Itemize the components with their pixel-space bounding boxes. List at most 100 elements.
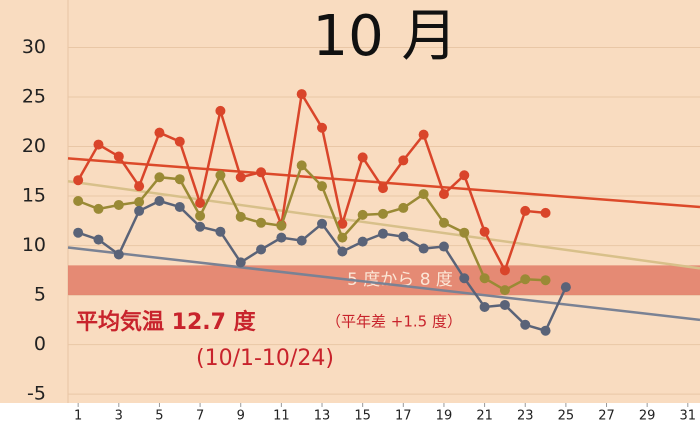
x-tick-label: 19 (436, 409, 453, 424)
point (174, 136, 185, 147)
normal-line (67, 179, 700, 270)
point (73, 196, 84, 207)
point (235, 172, 246, 183)
point (134, 196, 145, 207)
point (438, 189, 449, 200)
y-tick-label: 15 (22, 185, 46, 207)
point (398, 231, 409, 242)
y-tick-label: 0 (34, 333, 46, 355)
point (357, 152, 368, 163)
point (317, 122, 328, 133)
annotation: （平年差 +1.5 度） (326, 313, 462, 331)
point (418, 189, 429, 200)
x-tick-label: 25 (558, 409, 575, 424)
point (479, 273, 490, 284)
point (73, 175, 84, 186)
point (174, 174, 185, 185)
point (113, 249, 124, 260)
point (438, 217, 449, 228)
x-tick-label: 15 (354, 409, 371, 424)
point (337, 246, 348, 257)
y-tick-label: -5 (27, 383, 46, 405)
point (154, 196, 165, 207)
point (215, 226, 226, 237)
point (337, 232, 348, 243)
normal-line (67, 157, 700, 209)
y-tick-label: 20 (22, 135, 46, 157)
series-line (77, 90, 546, 274)
point (459, 273, 470, 284)
point (377, 208, 388, 219)
point (499, 265, 510, 276)
chart-title: 10 月 (312, 4, 457, 69)
point (337, 218, 348, 229)
point (276, 220, 287, 231)
point (540, 207, 551, 218)
point (195, 221, 206, 232)
point (93, 139, 104, 150)
point (134, 181, 145, 192)
x-tick-label: 7 (196, 409, 204, 424)
point (520, 205, 531, 216)
point (154, 127, 165, 138)
point (438, 241, 449, 252)
point (459, 227, 470, 238)
annotation: (10/1-10/24) (196, 346, 334, 371)
point (317, 218, 328, 229)
point (235, 257, 246, 268)
x-tick-label: 21 (476, 409, 493, 424)
point (195, 210, 206, 221)
point (134, 205, 145, 216)
point (479, 301, 490, 312)
point (93, 234, 104, 245)
point (520, 319, 531, 330)
x-tick-label: 11 (273, 409, 290, 424)
point (540, 325, 551, 336)
point (459, 170, 470, 181)
y-tick-label: 10 (22, 234, 46, 256)
x-tick-label: 3 (115, 409, 123, 424)
point (296, 89, 307, 100)
point (256, 244, 267, 255)
point (113, 199, 124, 210)
point (418, 243, 429, 254)
annotation: 平均気温 12.7 度 (76, 309, 257, 335)
point (499, 299, 510, 310)
point (418, 129, 429, 140)
x-tick-label: 29 (639, 409, 656, 424)
point (154, 172, 165, 183)
point (499, 285, 510, 296)
point (398, 155, 409, 166)
x-tick-label: 9 (237, 409, 245, 424)
x-tick-label: 23 (517, 409, 534, 424)
y-tick-label: 25 (22, 86, 46, 108)
point (174, 201, 185, 212)
x-tick-label: 17 (395, 409, 412, 424)
x-tick-label: 27 (598, 409, 615, 424)
series-line (77, 163, 546, 292)
x-tick-label: 5 (155, 409, 163, 424)
point (560, 282, 571, 293)
point (215, 170, 226, 181)
point (540, 275, 551, 286)
point (357, 236, 368, 247)
point (398, 202, 409, 213)
point (235, 211, 246, 222)
point (256, 167, 267, 178)
point (256, 217, 267, 228)
x-tick-label: 31 (680, 409, 697, 424)
point (93, 203, 104, 214)
point (113, 151, 124, 162)
band (68, 265, 700, 296)
point (377, 228, 388, 239)
point (296, 235, 307, 246)
point (73, 227, 84, 238)
point (215, 105, 226, 116)
x-tick-label: 1 (74, 409, 82, 424)
point (276, 232, 287, 243)
band-label: 5 度から 8 度 (347, 270, 453, 290)
point (357, 209, 368, 220)
x-tick-label: 13 (314, 409, 331, 424)
point (317, 181, 328, 192)
